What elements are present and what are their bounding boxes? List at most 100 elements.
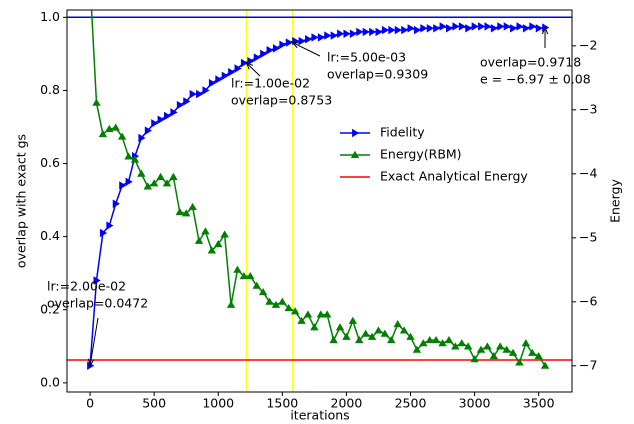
marker (189, 89, 197, 99)
marker (431, 335, 441, 344)
marker (260, 49, 268, 59)
marker (92, 98, 101, 106)
marker (394, 25, 402, 35)
arrow-head (291, 42, 300, 49)
marker (497, 22, 505, 31)
marker (87, 361, 95, 370)
marker (369, 27, 377, 37)
marker (522, 24, 531, 33)
marker (419, 339, 428, 347)
marker (433, 24, 441, 33)
marker (207, 246, 217, 254)
marker (381, 25, 390, 35)
marker (508, 348, 518, 356)
marker (182, 209, 191, 217)
annotation-text: overlap=0.9309 (327, 67, 428, 82)
marker (399, 326, 409, 334)
marker (540, 361, 550, 369)
marker (196, 89, 204, 99)
marker (175, 207, 184, 216)
marker (490, 24, 499, 33)
marker (258, 287, 268, 296)
marker (324, 31, 332, 40)
marker (367, 332, 377, 340)
marker (188, 202, 197, 211)
marker (239, 271, 249, 280)
annotation-text: overlap=0.8753 (231, 93, 332, 108)
marker (265, 297, 274, 305)
y2-tick-label: −7 (579, 357, 597, 372)
marker (446, 24, 454, 33)
marker (463, 342, 473, 350)
annotation-arrow (246, 62, 261, 77)
marker (233, 265, 242, 273)
x-tick-label: 0 (86, 396, 94, 411)
x-tick-label: 3500 (523, 396, 555, 411)
y-tick-label: 0.4 (40, 228, 60, 243)
marker (266, 46, 274, 55)
marker (170, 108, 178, 117)
marker (380, 329, 390, 337)
marker (529, 22, 537, 31)
marker (144, 126, 152, 135)
marker (401, 25, 409, 35)
marker (342, 332, 351, 340)
marker (452, 22, 460, 31)
marker (125, 177, 133, 187)
marker (393, 319, 402, 328)
legend-marker (352, 128, 360, 138)
y-tick-label: 0.8 (40, 82, 60, 97)
y2-tick-label: −2 (579, 37, 597, 52)
marker (297, 316, 306, 324)
marker (290, 307, 300, 315)
marker (119, 181, 127, 190)
marker (311, 33, 319, 42)
marker (426, 24, 434, 33)
marker (337, 29, 345, 38)
plot-area (67, 10, 572, 392)
marker (214, 239, 223, 248)
marker (388, 25, 396, 35)
annotation-arrow (89, 317, 99, 366)
marker (407, 24, 415, 33)
marker (503, 22, 511, 31)
x-tick-label: 1500 (266, 396, 298, 411)
series-line (89, 25, 546, 366)
marker (515, 358, 524, 366)
marker (303, 310, 313, 318)
marker (349, 29, 358, 38)
y2-tick-label: −4 (579, 165, 597, 180)
marker (272, 44, 281, 53)
marker (253, 53, 261, 62)
annotation-text: lr:=1.00e-02 (231, 76, 310, 91)
marker (183, 97, 191, 106)
marker (451, 342, 460, 350)
marker (156, 172, 165, 180)
marker (335, 323, 345, 331)
marker (157, 115, 165, 124)
marker (271, 300, 281, 308)
legend-marker (350, 150, 360, 158)
marker (413, 25, 422, 35)
marker (124, 152, 133, 160)
marker (496, 342, 505, 350)
marker (316, 310, 325, 318)
marker (215, 75, 223, 84)
annotation-text: overlap=0.0472 (47, 296, 148, 311)
marker (457, 339, 466, 347)
marker (247, 56, 255, 66)
arrow-head (245, 62, 254, 70)
marker (105, 124, 114, 132)
marker (169, 172, 178, 180)
marker (162, 179, 172, 187)
marker (246, 271, 255, 280)
marker (202, 86, 210, 95)
marker (138, 133, 146, 143)
marker (510, 24, 518, 33)
plot-frame (66, 9, 573, 393)
marker (502, 345, 511, 353)
marker (425, 335, 434, 344)
annotation-text: lr:=2.00e-02 (47, 279, 126, 294)
marker (489, 351, 499, 360)
marker (516, 22, 524, 31)
